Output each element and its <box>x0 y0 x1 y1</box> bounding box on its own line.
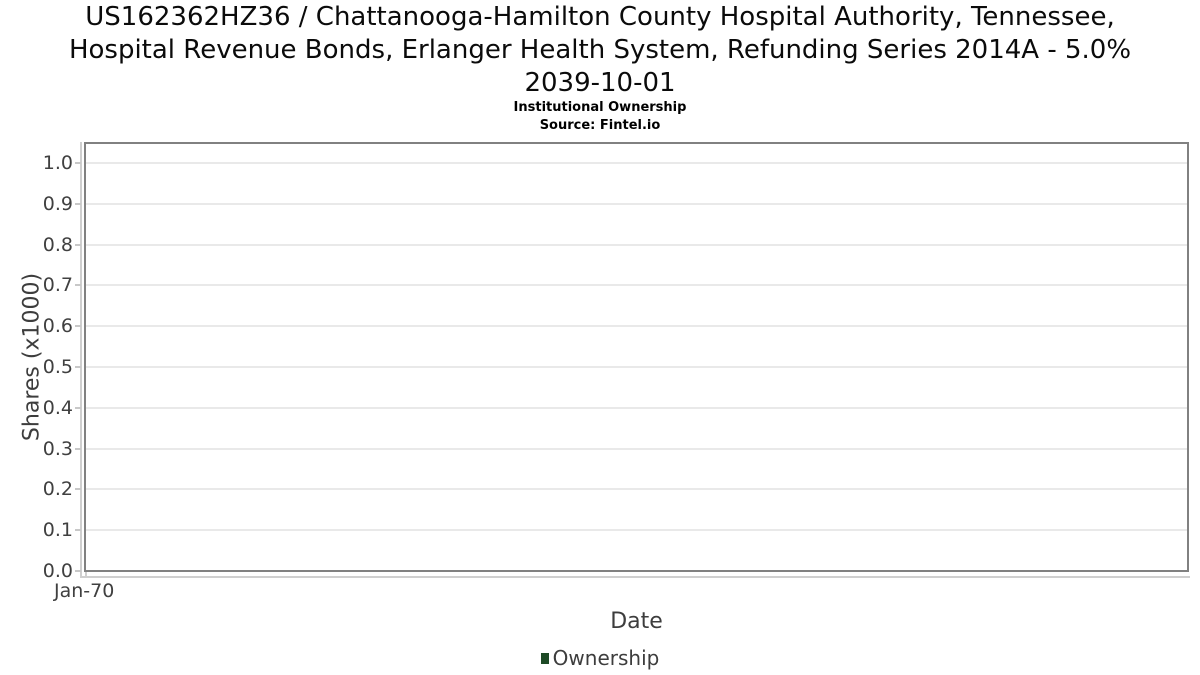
chart-title-line-2: Hospital Revenue Bonds, Erlanger Health … <box>68 35 1132 65</box>
x-axis-title: Date <box>610 609 663 634</box>
y-tick-label: 0.2 <box>42 478 73 501</box>
y-tick-label: 0.0 <box>42 560 73 582</box>
plot-area <box>84 142 1189 572</box>
gridline <box>86 243 1187 246</box>
chart-title: US162362HZ36 / Chattanooga-Hamilton Coun… <box>0 1 1200 100</box>
x-tick-mark <box>85 572 87 577</box>
y-tick-mark <box>75 447 81 450</box>
gridline <box>86 488 1187 491</box>
y-tick-label: 0.9 <box>42 192 73 215</box>
legend: Ownership <box>0 646 1200 670</box>
gridline <box>86 325 1187 328</box>
y-tick-mark <box>75 488 81 491</box>
y-tick-mark <box>75 366 81 368</box>
x-tick-label: Jan-70 <box>54 580 115 602</box>
y-tick-label: 1.0 <box>42 152 73 174</box>
y-tick-mark <box>75 406 81 409</box>
gridline <box>86 284 1187 287</box>
y-tick-label: 0.8 <box>42 233 73 256</box>
y-tick-mark <box>75 243 81 246</box>
gridline <box>86 202 1187 205</box>
y-tick-mark <box>75 325 81 328</box>
gridline <box>86 406 1187 409</box>
y-tick-label: 0.1 <box>42 519 73 542</box>
gridline <box>86 529 1187 532</box>
gridline <box>86 162 1187 164</box>
chart-subtitle: Institutional Ownership <box>513 100 687 115</box>
y-tick-mark <box>75 570 81 572</box>
gridline <box>86 447 1187 450</box>
y-tick-mark <box>75 529 81 532</box>
legend-marker-ownership <box>540 652 549 664</box>
y-tick-label: 0.6 <box>42 315 73 338</box>
y-tick-label: 0.3 <box>42 437 73 460</box>
y-tick-label: 0.4 <box>42 396 73 419</box>
chart-title-line-3: 2039-10-01 <box>524 68 676 98</box>
legend-label-ownership: Ownership <box>552 646 660 670</box>
source-attribution: Source: Fintel.io <box>539 118 661 133</box>
gridline <box>86 366 1187 368</box>
chart-title-line-1: US162362HZ36 / Chattanooga-Hamilton Coun… <box>85 2 1115 32</box>
y-tick-label: 0.7 <box>42 274 73 297</box>
y-tick-label: 0.5 <box>42 356 73 378</box>
y-tick-mark <box>75 284 81 287</box>
y-tick-mark <box>75 162 81 164</box>
y-axis-line <box>80 142 82 578</box>
y-axis-title: Shares (x1000) <box>19 272 45 442</box>
x-axis-line <box>80 576 1190 578</box>
y-tick-mark <box>75 202 81 205</box>
